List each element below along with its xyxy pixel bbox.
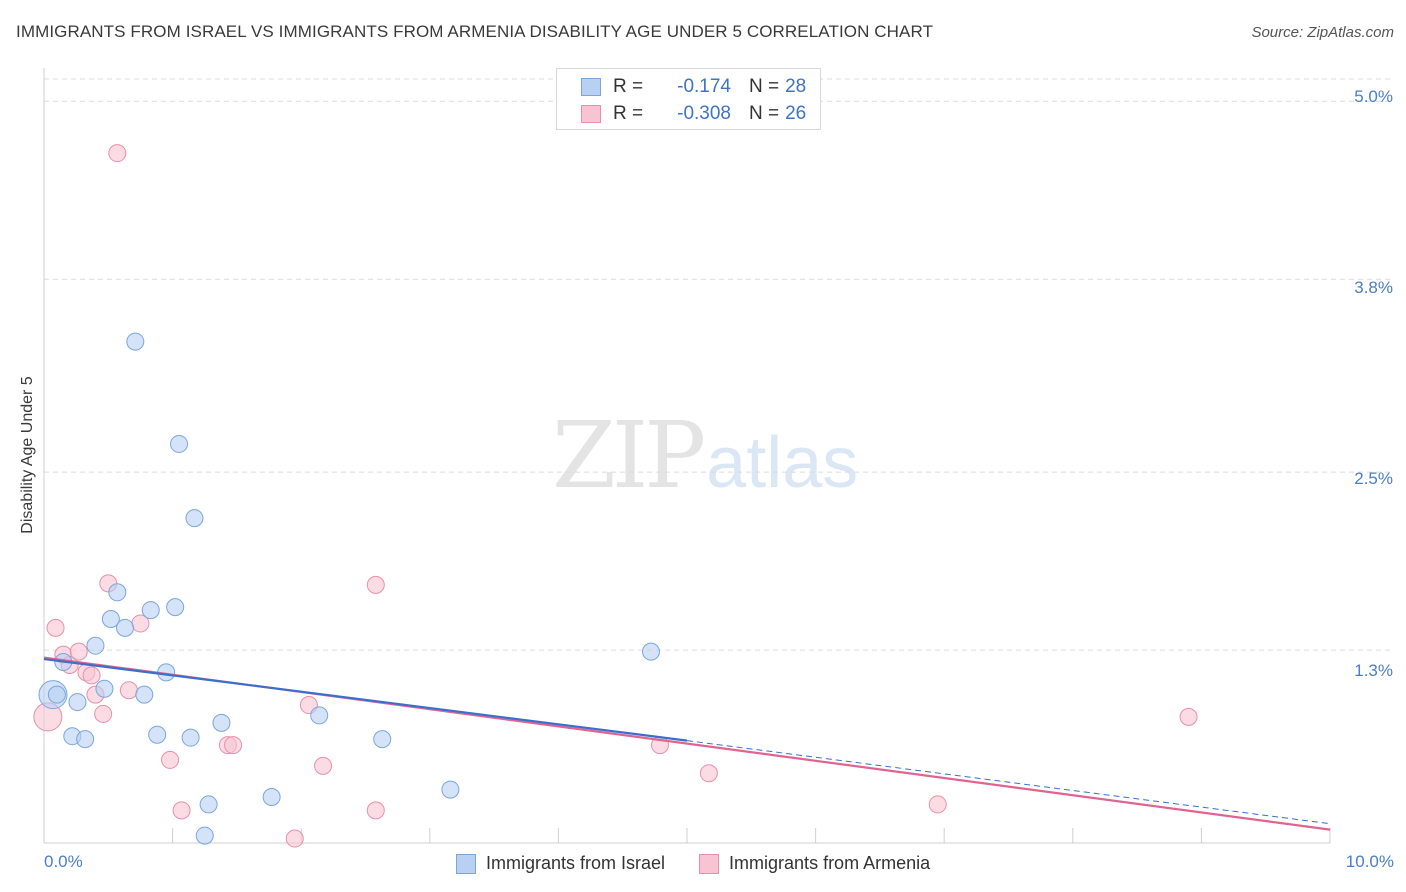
israel-point <box>373 730 392 749</box>
armenia-point <box>366 575 385 594</box>
legend-r-label: R = <box>613 103 644 124</box>
israel-swatch <box>581 78 601 96</box>
legend-item-israel[interactable]: Immigrants from Israel <box>456 853 665 874</box>
armenia-point <box>1179 707 1198 726</box>
legend-n-label: N = <box>749 76 780 97</box>
legend-row-israel: R = -0.174 N = 28 <box>581 75 806 99</box>
x-tick-label-min: 0.0% <box>44 852 83 871</box>
armenia-swatch <box>581 105 601 123</box>
armenia-point <box>928 795 947 814</box>
israel-point <box>101 609 120 628</box>
legend-n-value: 28 <box>785 76 807 97</box>
israel-point <box>126 332 145 351</box>
israel-point <box>199 795 218 814</box>
israel-point <box>76 730 95 749</box>
armenia-point <box>108 144 127 163</box>
source-label[interactable]: Source: ZipAtlas.com <box>1251 24 1394 41</box>
y-axis-label: Disability Age Under 5 <box>19 376 36 534</box>
israel-point <box>166 598 185 617</box>
armenia-point <box>285 829 304 848</box>
legend-r-value: -0.174 <box>677 76 731 97</box>
israel-point <box>108 583 127 602</box>
israel-point <box>170 434 189 453</box>
legend-n-label: N = <box>749 103 780 124</box>
legend-r-label: R = <box>613 76 644 97</box>
watermark-zip: ZIP <box>552 402 706 509</box>
israel-point <box>116 618 135 637</box>
correlation-legend: R = -0.174 N = 28 R = -0.308 N = 26 <box>556 68 821 130</box>
armenia-point <box>69 642 88 661</box>
series-legend: Immigrants from Israel Immigrants from A… <box>456 853 964 874</box>
armenia-point <box>699 764 718 783</box>
legend-n-value: 26 <box>785 103 807 124</box>
armenia-point <box>366 801 385 820</box>
watermark-atlas: atlas <box>706 423 859 503</box>
israel-trend-line <box>43 657 688 742</box>
israel-point <box>195 826 214 845</box>
armenia-point <box>172 801 191 820</box>
israel-point <box>47 685 66 704</box>
watermark: ZIPatlas <box>552 402 858 509</box>
armenia-point <box>119 681 138 700</box>
israel-point <box>185 509 204 528</box>
legend-r-value: -0.308 <box>677 103 731 124</box>
israel-point <box>212 713 231 732</box>
armenia-point <box>314 756 333 775</box>
israel-point <box>262 788 281 807</box>
armenia-point <box>94 704 113 723</box>
armenia-point <box>224 736 243 755</box>
armenia-point <box>46 618 65 637</box>
y-tick-label: 5.0% <box>1354 87 1393 106</box>
israel-point <box>135 685 154 704</box>
chart-title: IMMIGRANTS FROM ISRAEL VS IMMIGRANTS FRO… <box>16 22 934 41</box>
y-tick-label: 2.5% <box>1354 469 1393 488</box>
israel-point <box>86 636 105 655</box>
israel-point <box>441 780 460 799</box>
israel-point <box>181 728 200 747</box>
y-tick-label: 1.3% <box>1354 661 1393 680</box>
legend-item-armenia[interactable]: Immigrants from Armenia <box>699 853 930 874</box>
armenia-legend-swatch <box>699 853 720 874</box>
legend-label-israel: Immigrants from Israel <box>486 853 666 873</box>
israel-trend-extension <box>686 740 1331 825</box>
israel-point <box>95 679 114 698</box>
legend-label-armenia: Immigrants from Armenia <box>729 853 931 873</box>
israel-point <box>141 601 160 620</box>
israel-point <box>641 642 660 661</box>
israel-point <box>310 706 329 725</box>
y-tick-label: 3.8% <box>1354 278 1393 297</box>
armenia-point <box>82 666 101 685</box>
legend-row-armenia: R = -0.308 N = 26 <box>581 102 806 126</box>
armenia-point <box>161 750 180 769</box>
israel-legend-swatch <box>456 853 476 874</box>
israel-point <box>68 693 87 712</box>
israel-point <box>148 725 167 744</box>
x-tick-label-max: 10.0% <box>1345 852 1394 871</box>
